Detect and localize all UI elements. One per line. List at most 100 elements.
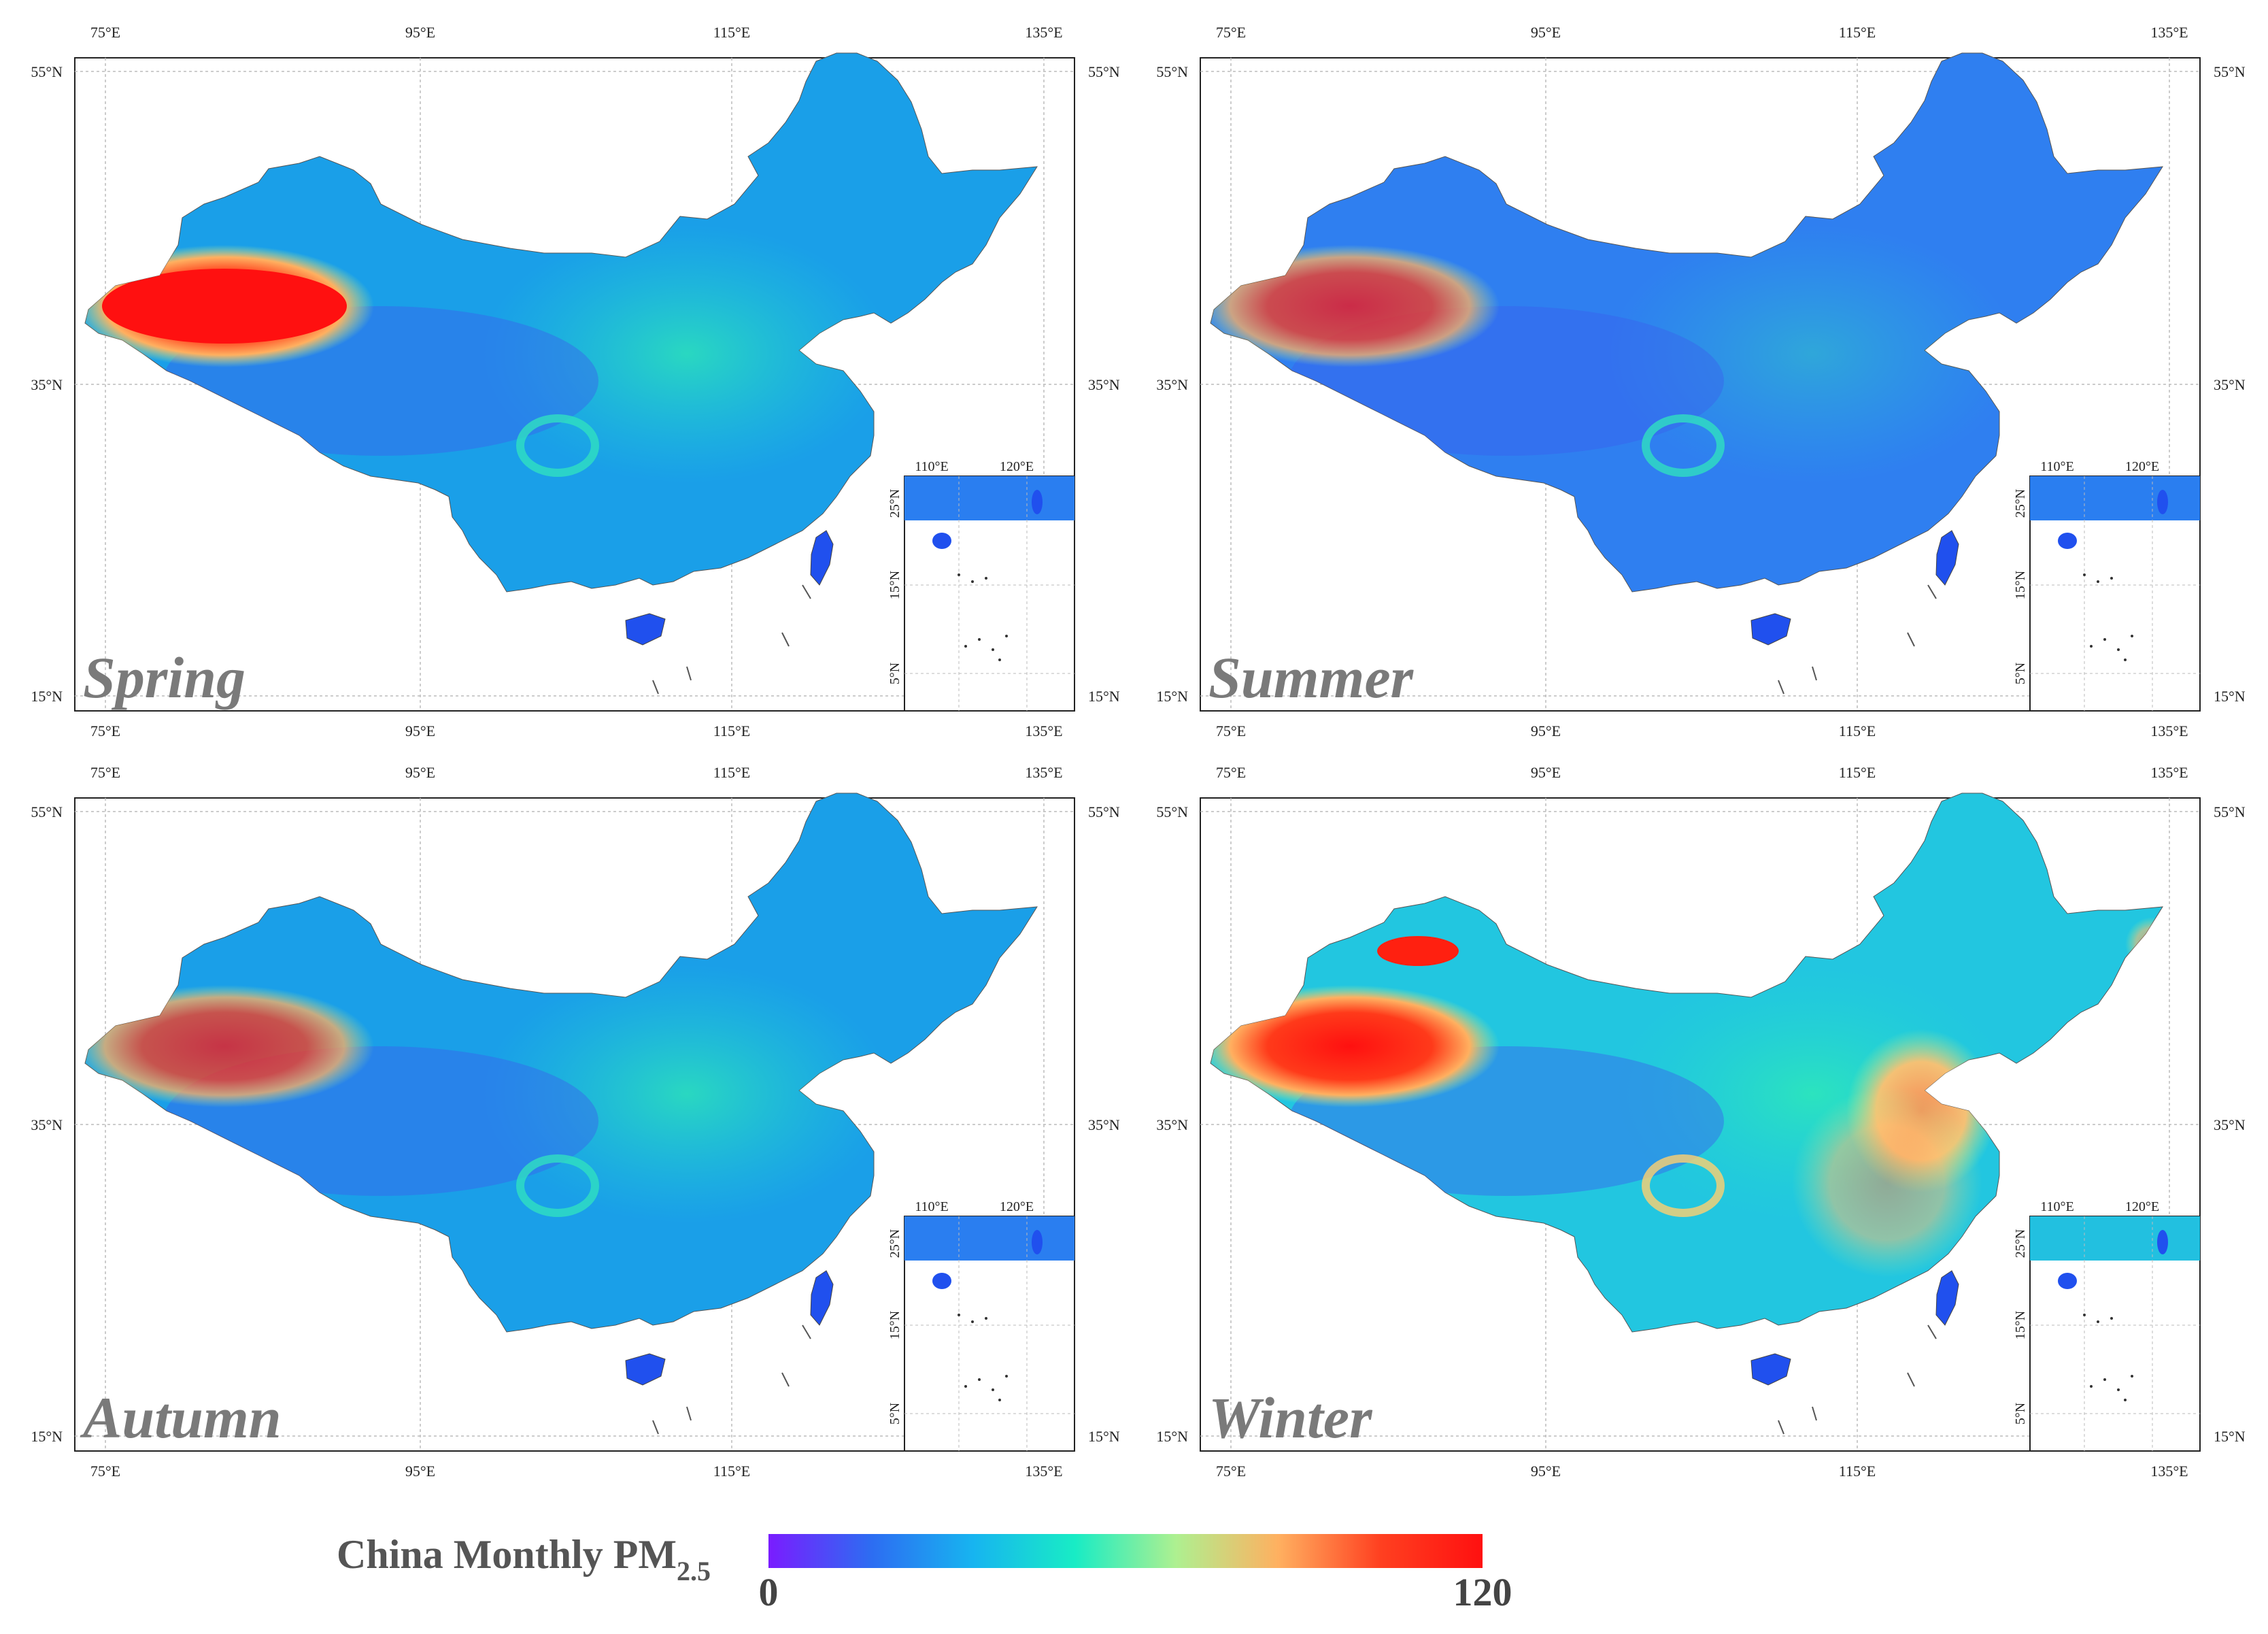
- lat-label-left: 15°N: [31, 688, 63, 705]
- boundary-dash: [781, 1372, 790, 1387]
- inset-south-china-land: [904, 476, 1074, 520]
- lon-label-bottom: 95°E: [405, 1463, 435, 1480]
- lat-label-right: 55°N: [1088, 63, 1120, 80]
- inset-island-dot: [2083, 1314, 2086, 1316]
- lat-label-left: 15°N: [1156, 688, 1188, 705]
- inset-lat-label: 15°N: [2013, 1311, 2028, 1339]
- pm25-field: [85, 965, 891, 1223]
- inset-lat-label: 25°N: [2013, 489, 2028, 518]
- inset-island-dot: [1005, 1375, 1008, 1378]
- pm25-field: [1211, 917, 2163, 1278]
- pm25-field: [85, 224, 891, 483]
- lon-label-bottom: 95°E: [405, 722, 435, 739]
- inset-lat-label: 15°N: [2013, 571, 2028, 599]
- colorbar-gradient: [768, 1534, 1483, 1568]
- boundary-dash: [781, 632, 790, 647]
- lon-label-top: 135°E: [1025, 24, 1062, 41]
- lat-label-right: 15°N: [1088, 688, 1120, 705]
- season-title: Spring: [83, 645, 246, 710]
- lon-label-top: 75°E: [1216, 24, 1246, 41]
- inset-island-dot: [2131, 1375, 2133, 1378]
- inset-island-dot: [958, 1314, 960, 1316]
- lon-label-top: 95°E: [405, 764, 435, 781]
- taiwan-island: [1935, 530, 1959, 586]
- inset-hainan: [932, 1273, 951, 1289]
- inset-island-dot: [1005, 635, 1008, 637]
- lon-label-bottom: 75°E: [1216, 722, 1246, 739]
- lon-label-top: 115°E: [713, 24, 750, 41]
- lon-label-bottom: 115°E: [1839, 722, 1876, 739]
- inset-island-dot: [958, 573, 960, 576]
- map-panel-summer: 75°E 75°E 95°E 95°E 115°E 115°E 135°E 135°E 55°N…: [1156, 24, 2245, 739]
- boundary-dash: [1812, 666, 1817, 681]
- lon-label-top: 95°E: [1531, 24, 1561, 41]
- colorbar-max-label: 120: [1453, 1570, 1512, 1614]
- season-title: Summer: [1208, 645, 1415, 710]
- taiwan-island: [810, 1270, 834, 1326]
- lat-label-left: 35°N: [31, 1116, 63, 1133]
- boundary-dash: [1927, 584, 1937, 599]
- inset-island-dot: [2103, 1378, 2106, 1381]
- lat-label-right: 55°N: [2214, 803, 2246, 820]
- junggar-hotspot: [1377, 936, 1459, 966]
- lat-label-left: 55°N: [1156, 803, 1188, 820]
- inset-island-dot: [2090, 645, 2093, 648]
- inset-island-dot: [2110, 1317, 2113, 1320]
- lon-label-top: 75°E: [90, 764, 120, 781]
- lon-label-bottom: 75°E: [90, 722, 120, 739]
- lon-label-bottom: 95°E: [1531, 722, 1561, 739]
- inset-south-china-land: [904, 1216, 1074, 1261]
- lon-label-bottom: 135°E: [2150, 722, 2188, 739]
- inset-lat-label: 5°N: [2013, 663, 2028, 684]
- inset-island-dot: [978, 1378, 981, 1381]
- lat-label-right: 35°N: [2214, 1116, 2246, 1133]
- lon-label-bottom: 135°E: [1025, 722, 1062, 739]
- inset-lon-label: 110°E: [2040, 1199, 2074, 1214]
- inset-hainan: [932, 533, 951, 549]
- sichuan-basin-ring: [1642, 414, 1725, 477]
- sichuan-basin-ring: [1642, 1154, 1725, 1217]
- inset-island-dot: [2124, 658, 2127, 661]
- lon-label-top: 75°E: [1216, 764, 1246, 781]
- lon-label-top: 135°E: [2150, 764, 2188, 781]
- lon-label-top: 135°E: [2150, 24, 2188, 41]
- boundary-dash: [802, 584, 811, 599]
- north-china-plain-level: [1608, 224, 2016, 483]
- inset-south-china-land: [2030, 1216, 2200, 1261]
- boundary-dash: [652, 680, 659, 695]
- inset-island-dot: [998, 658, 1001, 661]
- inset-hainan: [2058, 1273, 2077, 1289]
- lat-label-left: 55°N: [31, 63, 63, 80]
- taiwan-island: [810, 530, 834, 586]
- lon-label-bottom: 95°E: [1531, 1463, 1561, 1480]
- inset-lon-label: 120°E: [2125, 1199, 2159, 1214]
- lat-label-left: 35°N: [1156, 1116, 1188, 1133]
- sichuan-basin-ring: [516, 1154, 599, 1217]
- map-panel-spring: 75°E 75°E 95°E 95°E 115°E 115°E 135°E 135°E 55°N…: [31, 24, 1119, 739]
- lon-label-bottom: 75°E: [90, 1463, 120, 1480]
- inset-island-dot: [992, 648, 994, 651]
- hainan-island: [1750, 613, 1791, 646]
- colorbar: China Monthly PM2.5 0 120: [337, 1532, 1512, 1614]
- inset-lon-label: 120°E: [1000, 1199, 1034, 1214]
- inset-lat-label: 25°N: [2013, 1229, 2028, 1258]
- lon-label-top: 135°E: [1025, 764, 1062, 781]
- lat-label-right: 55°N: [2214, 63, 2246, 80]
- colorbar-min-label: 0: [759, 1570, 779, 1614]
- inset-island-dot: [992, 1388, 994, 1391]
- inset-island-dot: [2124, 1399, 2127, 1401]
- inset-lat-label: 5°N: [2013, 1403, 2028, 1424]
- hainan-island: [625, 613, 666, 646]
- boundary-dash: [1907, 632, 1915, 647]
- inset-lat-label: 25°N: [887, 489, 902, 518]
- inset-lon-label: 110°E: [915, 459, 948, 474]
- lon-label-top: 115°E: [713, 764, 750, 781]
- inset-island-dot: [964, 1385, 967, 1388]
- season-title: Autumn: [80, 1385, 282, 1450]
- boundary-dash: [802, 1324, 811, 1339]
- lat-label-left: 15°N: [1156, 1428, 1188, 1445]
- inset-lat-label: 5°N: [887, 663, 902, 684]
- lon-label-bottom: 115°E: [713, 722, 750, 739]
- inset-taiwan: [2157, 490, 2168, 514]
- inset-hainan: [2058, 533, 2077, 549]
